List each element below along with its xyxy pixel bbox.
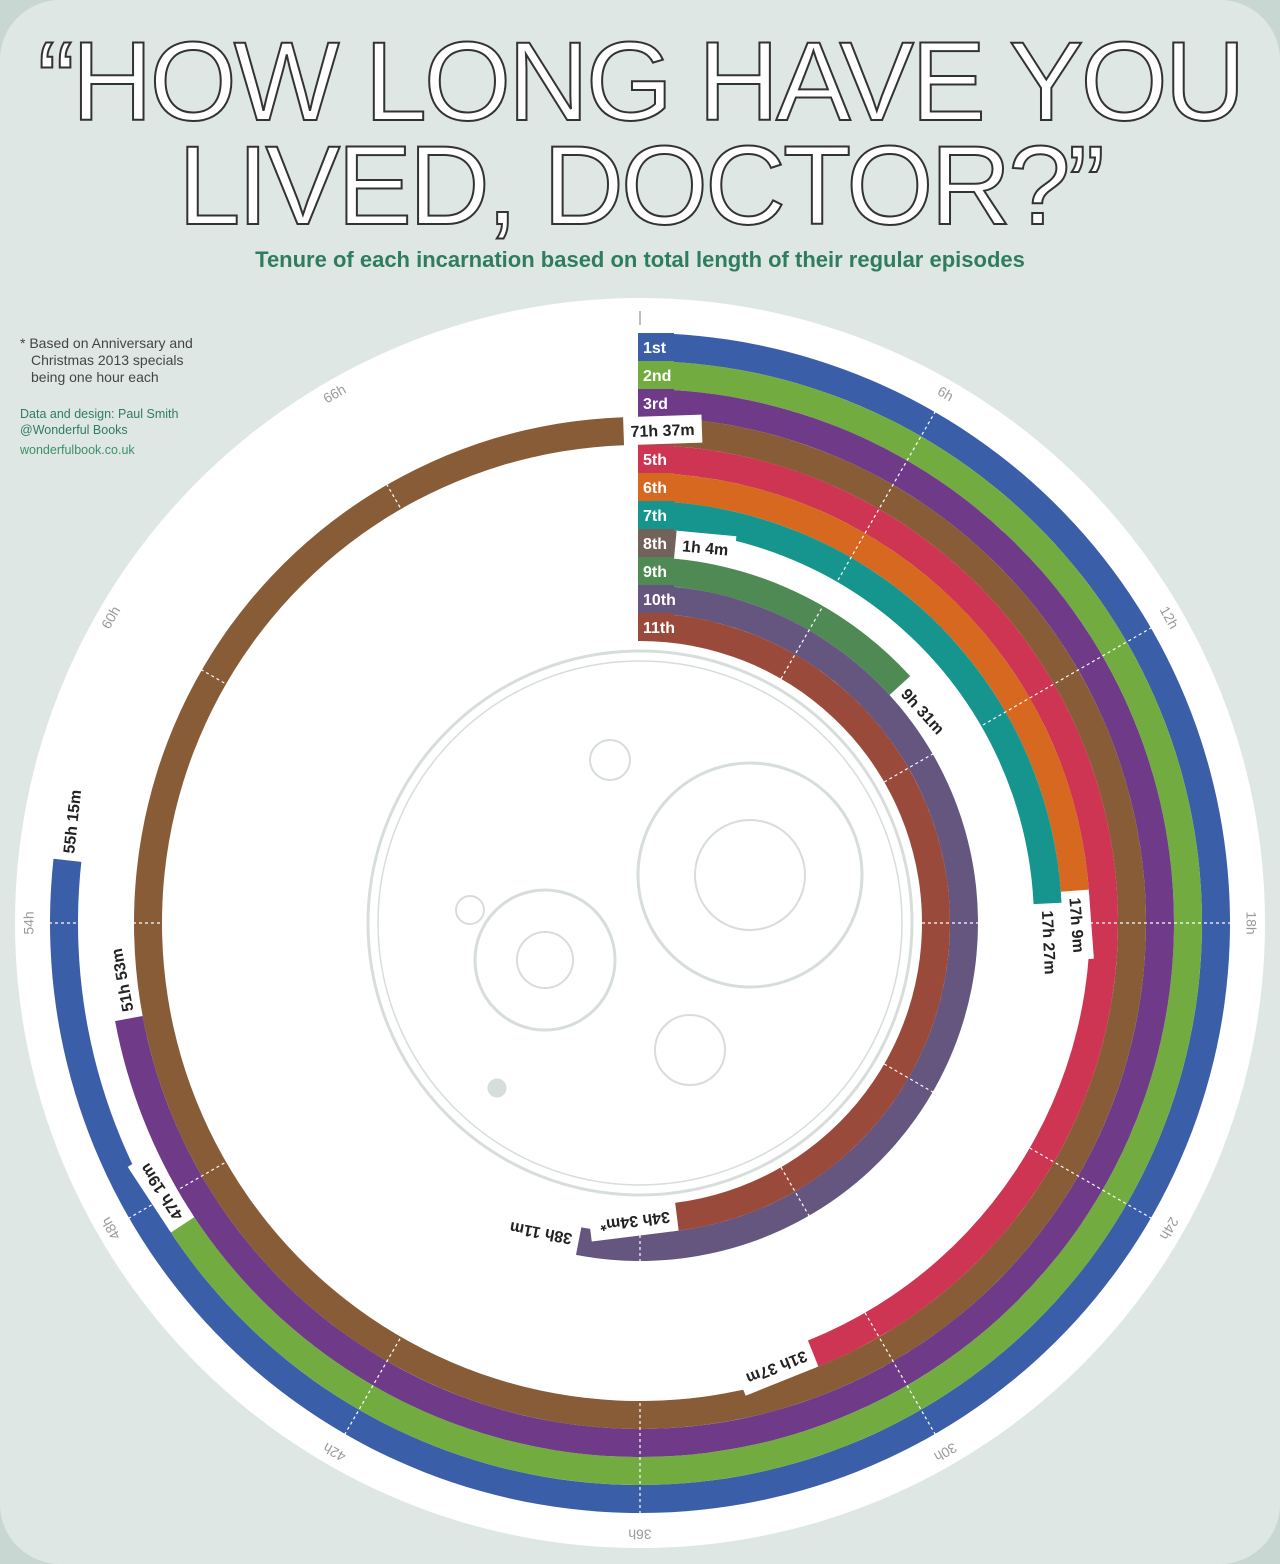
value-label-text-6th: 17h 9m bbox=[1065, 897, 1086, 953]
legend-swatch-11th bbox=[638, 613, 674, 641]
credits-line-1: Data and design: Paul Smith bbox=[20, 407, 179, 421]
value-label-bg-5th bbox=[735, 1341, 817, 1396]
value-label-3rd: 51h 53m bbox=[100, 938, 143, 1020]
value-label-text-1st: 55h 15m bbox=[61, 789, 85, 855]
tick-label-54h: 54h bbox=[21, 911, 37, 934]
decor-dot bbox=[487, 1078, 507, 1098]
legend-swatch-1st bbox=[638, 333, 674, 361]
decor-gear-left-inner bbox=[516, 931, 574, 989]
legend-label-9th: 9th bbox=[643, 564, 667, 581]
value-label-bg-1st bbox=[53, 780, 90, 860]
footnote-line-3: being one hour each bbox=[31, 369, 159, 385]
gridline-12h bbox=[883, 624, 1156, 783]
value-label-1st: 55h 15m bbox=[53, 780, 90, 860]
footnote: * Based on Anniversary and Christmas 201… bbox=[20, 335, 260, 386]
value-label-bg-10th bbox=[499, 1212, 580, 1255]
tick-label-6h: 6h bbox=[935, 383, 956, 405]
decor-gear-left bbox=[473, 888, 617, 1032]
credits: Data and design: Paul Smith @Wonderful B… bbox=[20, 406, 178, 458]
legend-label-2nd: 2nd bbox=[643, 368, 671, 385]
value-label-bg-2nd bbox=[127, 1151, 194, 1231]
legend-swatch-5th bbox=[638, 445, 674, 473]
footnote-line-2: Christmas 2013 specials bbox=[31, 352, 184, 368]
value-label-bg-6th bbox=[1060, 891, 1094, 961]
credits-line-2: @Wonderful Books bbox=[20, 423, 128, 437]
legend-swatch-3rd bbox=[638, 389, 674, 417]
value-label-bg-4th bbox=[625, 414, 703, 446]
legend-label-5th: 5th bbox=[643, 452, 667, 469]
value-label-bg-11th bbox=[588, 1203, 677, 1242]
gridline-6h bbox=[780, 407, 939, 680]
value-label-11th: 34h 34m* bbox=[588, 1203, 677, 1242]
legend-label-6th: 6th bbox=[643, 480, 667, 497]
ring-6th bbox=[640, 473, 1089, 892]
legend-label-8th: 8th bbox=[643, 536, 667, 553]
footnote-line-1: * Based on Anniversary and bbox=[20, 335, 193, 351]
value-label-4th: 71h 37m bbox=[625, 414, 703, 446]
title-line-1: “HOW LONG HAVE YOU bbox=[36, 19, 1246, 144]
gridline-66h bbox=[341, 407, 500, 680]
legend-swatch-6th bbox=[638, 473, 674, 501]
legend-swatch-2nd bbox=[638, 361, 674, 389]
subtitle: Tenure of each incarnation based on tota… bbox=[255, 247, 1025, 272]
legend-swatch-8th bbox=[638, 529, 674, 557]
gallifreyan-decoration bbox=[366, 649, 914, 1197]
credits-website: wonderfulbook.co.uk bbox=[20, 443, 135, 457]
value-label-text-4th: 71h 37m bbox=[630, 422, 695, 441]
legend-swatch-7th bbox=[638, 501, 674, 529]
legend-label-3rd: 3rd bbox=[643, 396, 668, 413]
value-label-7th: 17h 27m bbox=[1033, 904, 1066, 983]
decor-gear-right bbox=[636, 761, 864, 989]
legend-label-7th: 7th bbox=[643, 508, 667, 525]
value-label-text-7th: 17h 27m bbox=[1038, 910, 1058, 975]
decor-gear-right-inner bbox=[694, 819, 806, 931]
title-line-2: LIVED, DOCTOR?” bbox=[177, 123, 1106, 248]
legend-label-10th: 10th bbox=[643, 592, 676, 609]
decor-ring-outer bbox=[366, 649, 914, 1197]
value-label-bg-8th bbox=[676, 530, 737, 565]
value-label-bg-7th bbox=[1033, 904, 1066, 983]
decor-small-2 bbox=[654, 1014, 726, 1086]
gridline-60h bbox=[124, 624, 397, 783]
page-title: “HOW LONG HAVE YOU LIVED, DOCTOR?” bbox=[0, 19, 1280, 248]
ring-7th bbox=[640, 501, 1062, 905]
value-label-6th: 17h 9m bbox=[1060, 891, 1094, 961]
value-label-bg-3rd bbox=[100, 938, 143, 1020]
tick-label-18h: 18h bbox=[1243, 911, 1259, 934]
decor-ring-inner bbox=[377, 660, 903, 1186]
gridline-30h bbox=[780, 1166, 939, 1439]
legend-swatch-10th bbox=[638, 585, 674, 613]
ring-9th bbox=[640, 557, 911, 696]
legend: 1st2nd3rd4th5th6th7th8th9th10th11th bbox=[638, 333, 676, 641]
gridline-24h bbox=[883, 1063, 1156, 1222]
value-label-text-8th: 1h 4m bbox=[681, 538, 729, 559]
tick-label-36h: 36h bbox=[628, 1526, 651, 1542]
decor-small-1 bbox=[589, 739, 631, 781]
legend-label-1st: 1st bbox=[643, 340, 667, 357]
legend-swatch-9th bbox=[638, 557, 674, 585]
legend-label-11th: 11th bbox=[643, 620, 675, 637]
value-label-8th: 1h 4m bbox=[676, 530, 737, 565]
gridline-42h bbox=[341, 1166, 500, 1439]
value-label-bg-9th bbox=[890, 677, 957, 747]
decor-small-3 bbox=[455, 895, 485, 925]
